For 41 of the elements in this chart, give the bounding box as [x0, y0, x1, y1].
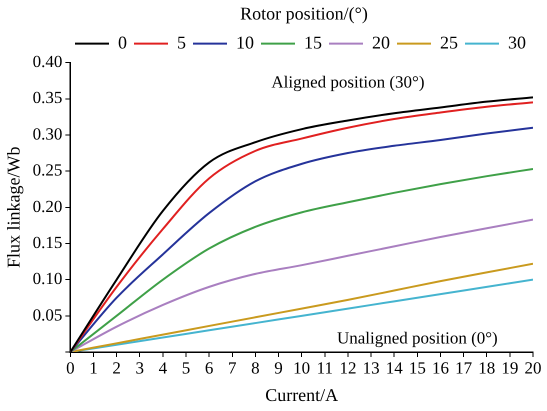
x-tick-label: 7: [228, 358, 238, 378]
x-tick-label: 1: [89, 358, 98, 378]
legend-label: 20: [372, 32, 390, 52]
x-tick-label: 4: [158, 358, 168, 378]
legend-label: 25: [440, 32, 458, 52]
legend-label: 30: [508, 32, 526, 52]
y-tick-label: 0.10: [32, 269, 62, 288]
legend-label: 15: [304, 32, 322, 52]
annotation: Aligned position (30°): [271, 72, 425, 92]
x-tick-label: 0: [66, 358, 75, 378]
y-tick-label: 0.25: [32, 160, 62, 180]
legend-label: 5: [177, 32, 186, 52]
x-tick-label: 3: [135, 358, 144, 378]
y-tick-label: 0.40: [32, 52, 62, 72]
legend-title: Rotor position/(°): [240, 4, 368, 24]
x-tick-label: 14: [386, 358, 404, 378]
y-axis-title: Flux linkage/Wb: [4, 146, 24, 268]
y-tick-label: 0.20: [32, 196, 62, 216]
x-axis-title: Current/A: [265, 384, 338, 405]
y-tick-label: 0.15: [32, 232, 62, 252]
y-tick-label: 0.35: [32, 88, 62, 108]
x-tick-label: 2: [112, 358, 121, 378]
legend-label: 10: [236, 32, 254, 52]
x-tick-label: 5: [182, 358, 190, 378]
legend-label: 0: [118, 32, 127, 52]
annotation: Unaligned position (0°): [336, 328, 498, 348]
x-tick-label: 6: [204, 358, 214, 378]
x-tick-label: 17: [455, 358, 473, 378]
x-tick-label: 15: [408, 358, 426, 378]
y-tick-label: 0.30: [32, 124, 62, 144]
x-tick-label: 18: [478, 358, 496, 378]
x-tick-label: 13: [362, 358, 380, 378]
x-tick-label: 10: [293, 358, 310, 378]
x-tick-label: 20: [524, 358, 542, 378]
x-tick-label: 19: [501, 358, 518, 378]
y-tick-label: 0.05: [32, 305, 62, 324]
x-tick-label: 16: [432, 358, 449, 378]
x-tick-label: 8: [251, 358, 260, 378]
x-tick-label: 9: [274, 358, 283, 378]
x-tick-label: 12: [339, 358, 356, 378]
x-tick-label: 11: [316, 358, 333, 378]
